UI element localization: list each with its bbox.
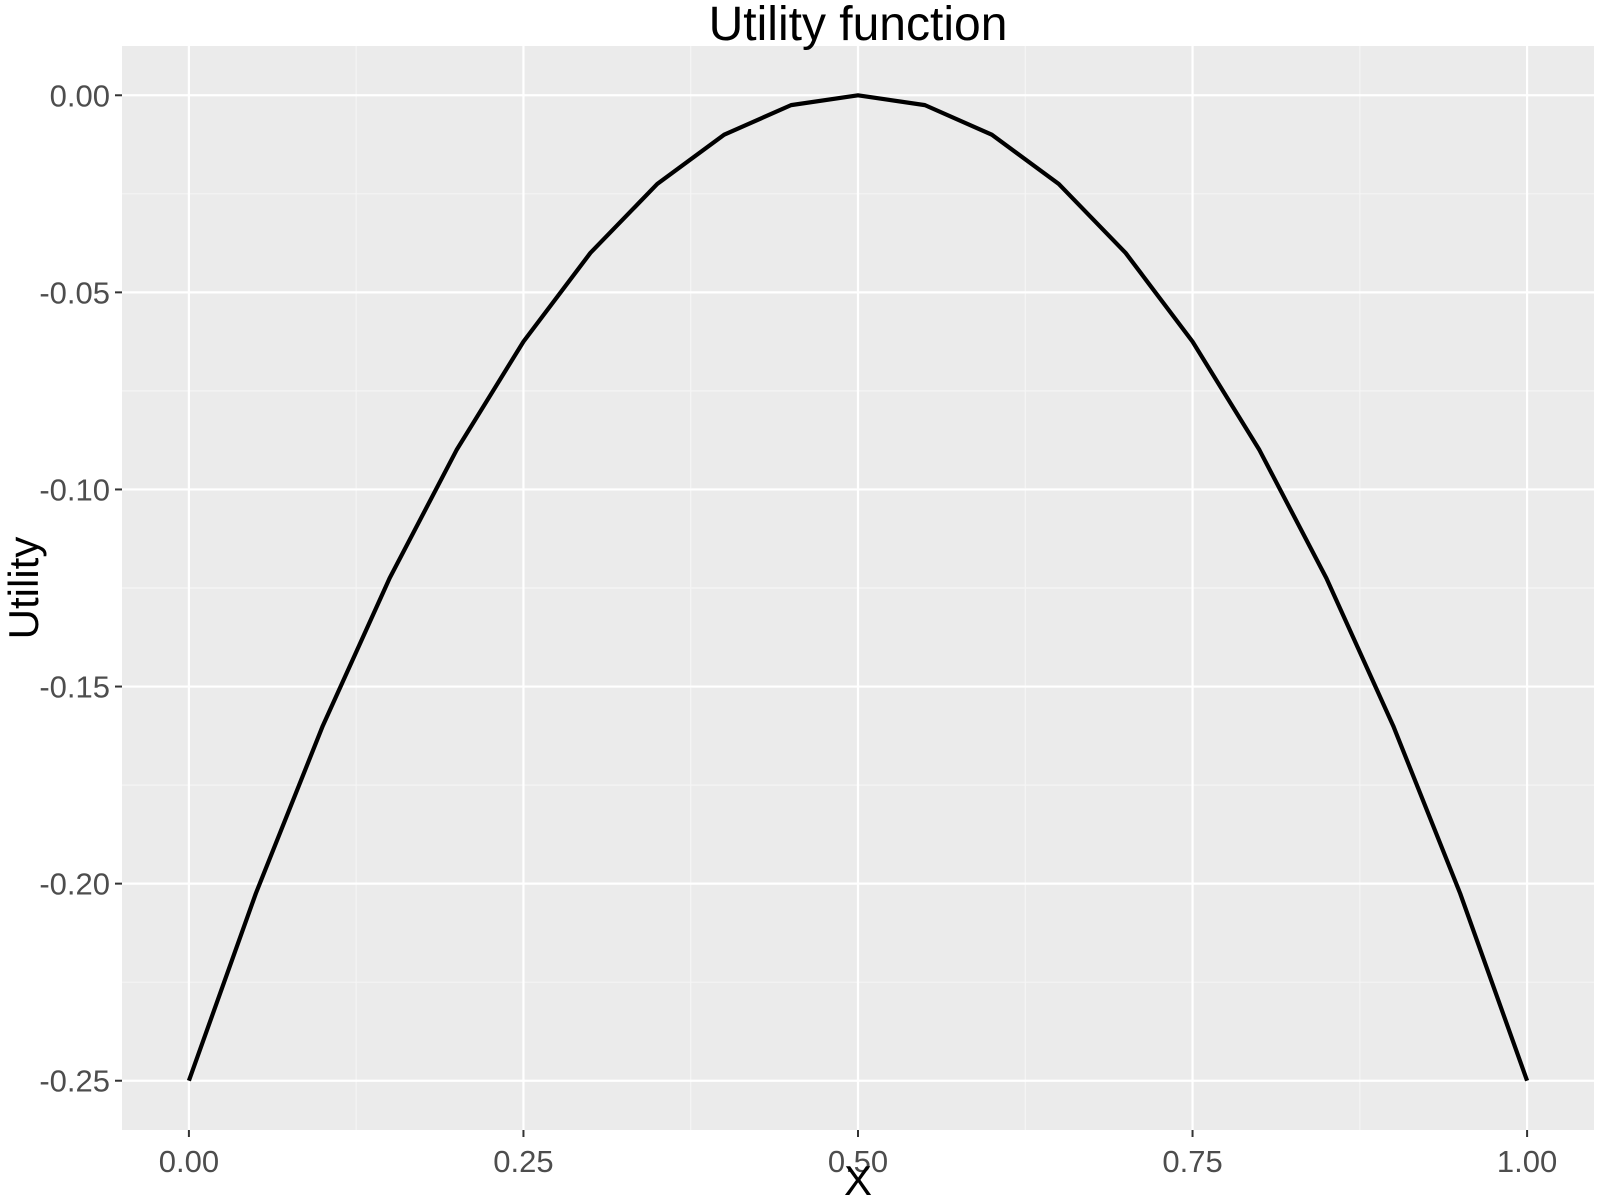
- y-tick-label: -0.05: [39, 275, 110, 310]
- y-tick-label: -0.20: [39, 867, 110, 902]
- x-axis-title: X: [844, 1157, 872, 1200]
- x-tick-label: 0.75: [1162, 1144, 1222, 1179]
- y-tick-labels: 0.00 -0.05 -0.10 -0.15 -0.20 -0.25: [39, 78, 110, 1098]
- y-tick-label: 0.00: [50, 78, 110, 113]
- y-axis-title: Utility: [0, 537, 47, 640]
- chart-title: Utility function: [709, 0, 1008, 51]
- x-tick-label: 0.00: [159, 1144, 219, 1179]
- y-tick-label: -0.10: [39, 472, 110, 507]
- x-tick-label: 1.00: [1497, 1144, 1557, 1179]
- series-layer: [186, 93, 1530, 1082]
- y-tick-label: -0.15: [39, 670, 110, 705]
- x-tick-label: 0.25: [493, 1144, 553, 1179]
- y-tick-label: -0.25: [39, 1064, 110, 1099]
- x-tick-labels: 0.00 0.25 0.50 0.75 1.00: [159, 1144, 1558, 1179]
- x-tick-label: 0.50: [828, 1144, 888, 1179]
- axis-ticks: [115, 94, 1529, 1137]
